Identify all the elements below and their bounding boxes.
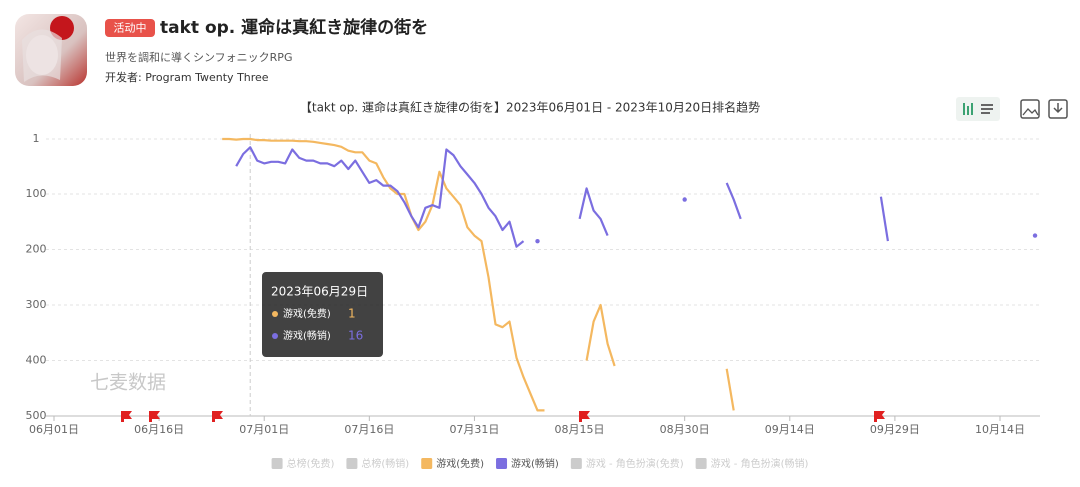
badge-bg	[105, 19, 155, 37]
tooltip-box	[262, 272, 383, 357]
y-tick-label: 100	[26, 187, 47, 200]
series-line	[578, 187, 609, 237]
series-point	[1032, 233, 1038, 238]
tooltip-series: 游戏(免费)	[283, 307, 331, 320]
legend-label: 总榜(免费)	[287, 457, 335, 470]
legend-label: 游戏(畅销)	[511, 457, 559, 470]
series-line	[585, 303, 616, 367]
legend-label: 总榜(畅销)	[361, 457, 409, 470]
x-tick-label: 10月14日	[975, 423, 1025, 436]
tooltip-dot	[272, 311, 278, 317]
x-tick-label: 09月14日	[765, 423, 815, 436]
badge: 活动中	[114, 22, 147, 35]
x-tick-label: 07月16日	[344, 423, 394, 436]
tooltip-dot	[272, 333, 278, 339]
x-tick-label: 06月01日	[29, 423, 79, 436]
x-tick-label: 09月29日	[870, 423, 920, 436]
legend-item[interactable]: 游戏 - 角色扮演(畅销)	[695, 457, 809, 470]
legend-swatch	[695, 458, 707, 469]
tooltip-title: 2023年06月29日	[271, 285, 368, 299]
series-point	[682, 197, 687, 202]
series-line	[725, 368, 735, 411]
y-tick-label: 1	[33, 132, 40, 145]
legend-label: 游戏 - 角色扮演(畅销)	[711, 457, 809, 470]
x-tick-label: 08月30日	[660, 423, 710, 436]
legend-item[interactable]: 总榜(畅销)	[346, 457, 409, 470]
y-tick-label: 300	[26, 298, 47, 311]
y-tick-label: 200	[26, 242, 47, 255]
legend-swatch	[346, 458, 358, 469]
legend-item[interactable]: 游戏 - 角色扮演(免费)	[570, 457, 684, 470]
y-tick-label: 400	[26, 353, 47, 366]
tooltip-series: 游戏(畅销)	[283, 329, 331, 342]
x-tick-label: 06月16日	[134, 423, 184, 436]
x-tick-label: 08月15日	[555, 423, 605, 436]
x-tick-label: 07月01日	[239, 423, 289, 436]
watermark: 七麦数据	[90, 372, 166, 394]
event-flags[interactable]	[121, 411, 885, 422]
y-tick-label: 500	[26, 409, 47, 422]
legend-label: 游戏(免费)	[436, 457, 484, 470]
legend-swatch	[421, 458, 433, 469]
subtitle: 世界を調和に導くシンフォニックRPG	[105, 50, 292, 64]
legend-swatch	[570, 458, 582, 469]
series-line	[879, 196, 889, 242]
legend-swatch	[496, 458, 508, 469]
app-title: takt op. 運命は真紅き旋律の街を	[160, 17, 428, 38]
legend-item[interactable]: 总榜(免费)	[271, 457, 335, 470]
legend-item[interactable]: 游戏(免费)	[421, 457, 484, 470]
series-line	[222, 137, 545, 412]
x-tick-label: 07月31日	[449, 423, 499, 436]
app-icon	[15, 14, 87, 86]
legend-label: 游戏 - 角色扮演(免费)	[586, 457, 684, 470]
chart-title: 【takt op. 運命は真紅き旋律の街を】2023年06月01日 - 2023…	[300, 100, 760, 115]
tooltip-value: 16	[348, 329, 363, 343]
developer: 开发者: Program Twenty Three	[105, 70, 269, 84]
toolbar[interactable]	[956, 97, 1068, 121]
legend-swatch	[271, 458, 283, 469]
legend-item[interactable]: 游戏(畅销)	[496, 457, 559, 470]
tooltip-value: 1	[348, 307, 356, 321]
series-point	[535, 238, 540, 244]
series-line	[725, 182, 742, 220]
series-line	[235, 146, 525, 248]
